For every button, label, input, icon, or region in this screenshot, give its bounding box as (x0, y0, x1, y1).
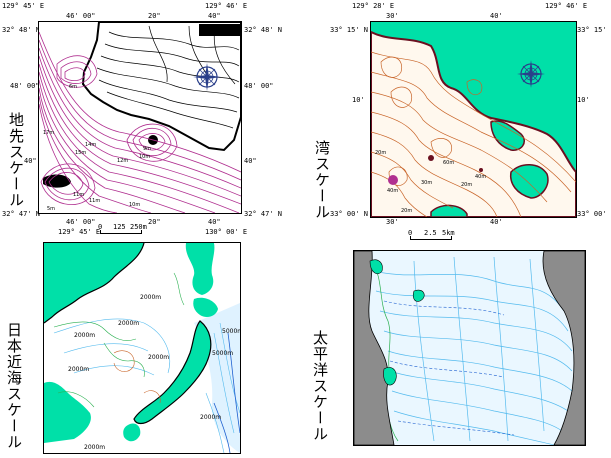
local-right-low-coord: 40" (244, 157, 257, 165)
local-scale-bar (100, 230, 142, 234)
bay-right-top-coord: 33° 15' N (577, 26, 611, 34)
local-scale-mid: 125 (113, 223, 126, 231)
japan-scale-label: 日本近海スケール (5, 322, 23, 450)
bay-scale-bar (410, 236, 452, 240)
bay-top-tick-1: 30' (386, 12, 399, 20)
bay-depth-label: 40m (475, 174, 486, 180)
local-depth-label: 17m (43, 130, 54, 136)
local-map: 6m 17m 14m 15m 12m 10m 9m 11m 10m 11m 5m (38, 21, 242, 214)
local-left-mid-coord: 48' 00" (10, 82, 40, 90)
japan-map: 2000m 2000m 2000m 2000m 2000m 5000m 5000… (43, 242, 241, 454)
bay-depth-label: 60m (443, 160, 454, 166)
japan-contour-label: 2000m (200, 414, 221, 421)
local-left-low-coord: 40" (24, 157, 37, 165)
pacific-scale-label: 太平洋スケール (311, 330, 329, 442)
bay-scale-mid: 2.5 (424, 229, 437, 237)
compass-rose-icon (517, 60, 545, 88)
bay-depth-label: 20m (461, 182, 472, 188)
local-depth-label: 6m (69, 84, 77, 90)
local-top-right-coord: 129° 46' E (205, 2, 248, 10)
local-bottom-tick-3: 40" (208, 218, 221, 226)
japan-contour-label: 5000m (222, 328, 240, 335)
local-top-left-coord: 129° 45' E (2, 2, 45, 10)
local-depth-label: 9m (143, 146, 151, 152)
local-depth-label: 10m (129, 202, 140, 208)
compass-rose-icon (193, 63, 221, 91)
bay-depth-label: 20m (401, 208, 412, 214)
bay-bottom-tick-1: 30' (386, 218, 399, 226)
local-bottom-tick-1: 46' 00" (66, 218, 96, 226)
bay-right-bottom-coord: 33° 00' N (577, 210, 611, 218)
bay-top-left-coord: 129° 28' E (352, 2, 395, 10)
bay-left-mid-coord: 10' (352, 96, 365, 104)
local-depth-label: 15m (75, 150, 86, 156)
japan-contour-label: 2000m (140, 294, 161, 301)
local-top-tick-1: 46' 00" (66, 12, 96, 20)
local-depth-label: 11m (89, 198, 100, 204)
local-depth-label: 10m (139, 154, 150, 160)
local-left-bottom-coord: 32° 47' N (2, 210, 40, 218)
bay-left-top-coord: 33° 15' N (330, 26, 368, 34)
bay-top-right-coord: 129° 46' E (545, 2, 588, 10)
bay-depth-label: 30m (421, 180, 432, 186)
bay-left-bottom-coord: 33° 00' N (330, 210, 368, 218)
local-depth-label: 14m (85, 142, 96, 148)
japan-contour-label: 2000m (148, 354, 169, 361)
bay-depth-label: 40m (387, 188, 398, 194)
local-top-tick-3: 40" (208, 12, 221, 20)
bay-right-mid-coord: 10' (577, 96, 590, 104)
local-left-top-coord: 32° 48' N (2, 26, 40, 34)
bay-map: 20m 40m 20m 30m 60m 20m 40m (370, 21, 577, 218)
local-top-tick-2: 20" (148, 12, 161, 20)
local-depth-label: 5m (47, 206, 55, 212)
local-right-top-coord: 32° 48' N (244, 26, 282, 34)
local-depth-label: 11m (73, 192, 84, 198)
local-scale-end: 250m (130, 223, 147, 231)
bay-bottom-tick-2: 40' (490, 218, 503, 226)
bay-scale-end: 5km (442, 229, 455, 237)
japan-top-right-coord: 130° 00' E (205, 228, 248, 236)
local-bottom-tick-2: 20" (148, 218, 161, 226)
local-depth-label: 12m (117, 158, 128, 164)
local-scale-label: 地先スケール (7, 112, 25, 208)
bay-scale-0: 0 (408, 229, 413, 237)
local-right-bottom-coord: 32° 47' N (244, 210, 282, 218)
japan-contour-label: 2000m (74, 332, 95, 339)
bay-top-tick-2: 40' (490, 12, 503, 20)
japan-contour-label: 5000m (212, 350, 233, 357)
japan-contour-label: 2000m (118, 320, 139, 327)
pacific-map (353, 250, 586, 446)
japan-contour-label: 2000m (68, 366, 89, 373)
bay-scale-label: 湾スケール (313, 140, 331, 220)
local-right-mid-coord: 48' 00" (244, 82, 274, 90)
bay-depth-label: 20m (375, 150, 386, 156)
japan-top-left-coord: 129° 45' E (58, 228, 101, 236)
local-scale-0: 0 (98, 223, 103, 231)
japan-contour-label: 2000m (84, 444, 105, 451)
